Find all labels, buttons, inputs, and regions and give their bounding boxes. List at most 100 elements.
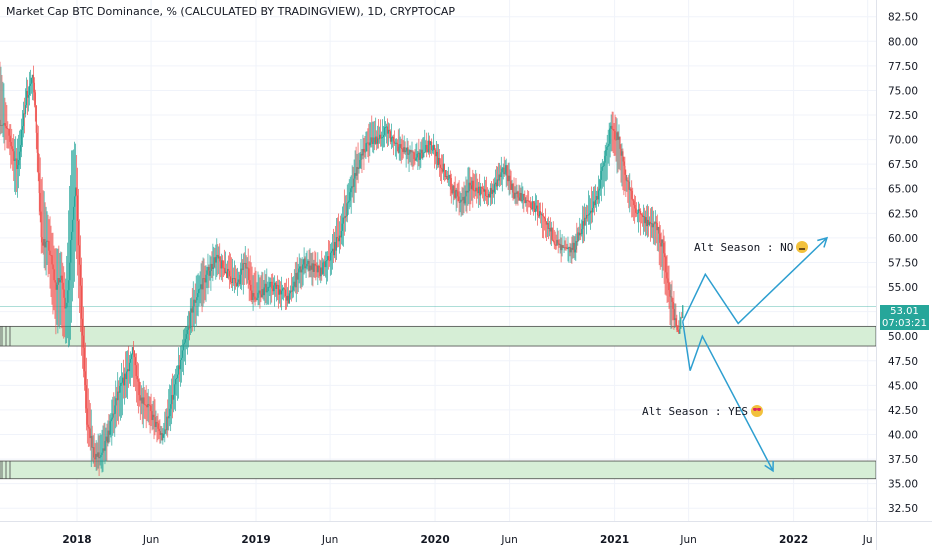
- candle-body: [261, 289, 263, 298]
- candle-body: [679, 328, 681, 334]
- candle-body: [290, 290, 292, 292]
- candle-body: [353, 178, 355, 187]
- candle-body: [171, 395, 173, 405]
- candle-body: [507, 175, 509, 182]
- candle-body: [682, 305, 684, 318]
- candle-body: [653, 223, 655, 225]
- candle-body: [547, 223, 549, 229]
- candle-body: [137, 379, 139, 382]
- candle-body: [125, 371, 128, 380]
- candle-body: [425, 144, 427, 153]
- candle-body: [114, 405, 116, 414]
- candle-body: [246, 267, 248, 269]
- candle-body: [341, 223, 343, 231]
- candle-body: [68, 280, 70, 291]
- candle-body: [118, 391, 120, 393]
- candle-body: [45, 241, 47, 248]
- candle-body: [99, 457, 101, 459]
- candle-body: [117, 391, 119, 401]
- candle-body: [427, 149, 429, 153]
- candle-body: [319, 267, 321, 277]
- candle-body: [597, 190, 599, 200]
- candle-body: [127, 369, 130, 372]
- bar-countdown: 07:03:21: [882, 318, 927, 329]
- candle-body: [532, 201, 534, 210]
- candle-body: [455, 189, 457, 198]
- candle-body: [122, 377, 124, 383]
- candle-body: [442, 163, 444, 172]
- candle-body: [661, 239, 663, 247]
- candle-body: [138, 381, 140, 396]
- candle-body: [512, 183, 514, 193]
- x-tick-label: 2022: [779, 534, 808, 546]
- support-zones: [0, 325, 877, 480]
- candle-body: [120, 382, 122, 386]
- candle-body: [25, 90, 28, 106]
- x-tick-label: Jun: [500, 534, 517, 546]
- candle-body: [340, 230, 342, 238]
- candle-body: [267, 286, 269, 292]
- candle-body: [119, 385, 121, 393]
- y-tick-label: 35.00: [888, 479, 918, 491]
- candle-body: [487, 193, 490, 198]
- candle-body: [624, 165, 626, 175]
- candle-body: [557, 239, 559, 244]
- candle-body: [419, 153, 421, 160]
- candle-body: [26, 90, 29, 98]
- candle-body: [63, 289, 65, 298]
- candle-body: [236, 282, 238, 287]
- candle-body: [282, 288, 285, 290]
- candle-body: [23, 113, 26, 115]
- candle-body: [148, 404, 150, 405]
- candle-body: [538, 211, 541, 217]
- candle-body: [618, 136, 620, 140]
- candle-body: [611, 125, 613, 129]
- candle-body: [535, 205, 538, 209]
- candle-body: [432, 144, 435, 150]
- candle-body: [34, 92, 36, 106]
- candle-body: [551, 227, 553, 240]
- candle-body: [235, 283, 238, 287]
- candle-body: [508, 175, 510, 182]
- candle-body: [226, 268, 229, 278]
- candle-body: [495, 182, 497, 187]
- candle-body: [9, 135, 11, 142]
- candle-body: [21, 126, 24, 130]
- candle-body: [228, 270, 231, 277]
- candle-body: [179, 359, 182, 370]
- candle-body: [248, 268, 250, 281]
- candle-body: [73, 196, 76, 207]
- candle-body: [651, 223, 653, 228]
- candle-body: [415, 157, 417, 161]
- candle-body: [18, 159, 20, 166]
- y-tick-label: 62.50: [888, 208, 918, 220]
- candle-body: [542, 215, 545, 217]
- candle-body: [388, 129, 391, 132]
- candle-body: [440, 167, 443, 169]
- candle-body: [187, 325, 189, 330]
- candle-body: [379, 134, 381, 139]
- candle-body: [194, 299, 196, 303]
- candle-body: [221, 260, 223, 269]
- candle-body: [329, 260, 331, 262]
- candle-body: [271, 281, 273, 289]
- candle-body: [308, 260, 310, 271]
- candle-body: [403, 147, 405, 152]
- candle-body: [670, 296, 672, 298]
- candle-body: [394, 142, 396, 144]
- candle-body: [540, 214, 543, 216]
- candle-body: [89, 428, 91, 439]
- candle-body: [667, 278, 669, 283]
- candle-body: [53, 269, 55, 281]
- candle-body: [381, 137, 384, 138]
- candle-body: [168, 415, 170, 419]
- candle-body: [391, 136, 393, 138]
- candle-body: [526, 200, 528, 202]
- candle-body: [548, 228, 550, 229]
- candle-body: [19, 151, 21, 160]
- candle-body: [27, 95, 30, 98]
- candle-body: [492, 189, 495, 193]
- candle-body: [619, 136, 621, 149]
- candle-body: [463, 196, 465, 204]
